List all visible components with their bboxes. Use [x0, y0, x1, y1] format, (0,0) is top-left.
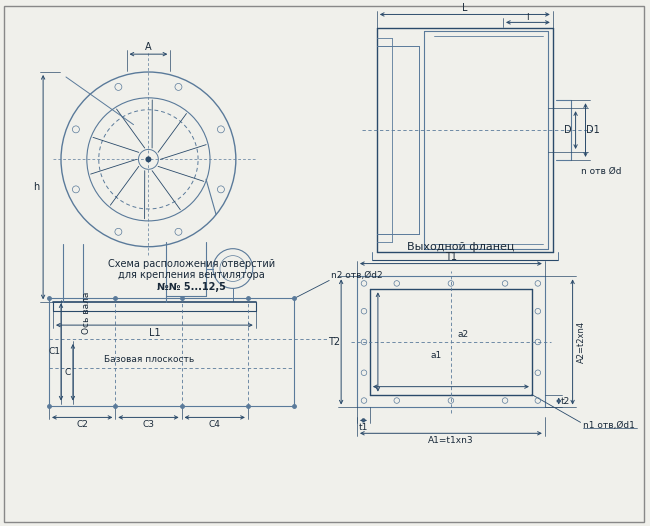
- Text: Ось вала: Ось вала: [83, 292, 91, 334]
- Text: для крепления вентилятора: для крепления вентилятора: [118, 270, 265, 280]
- Text: l: l: [526, 13, 529, 22]
- Text: T1: T1: [445, 251, 457, 261]
- Text: C2: C2: [76, 420, 88, 429]
- Text: C4: C4: [209, 420, 220, 429]
- Text: A1=t1xn3: A1=t1xn3: [428, 436, 474, 445]
- Text: C3: C3: [142, 420, 155, 429]
- Text: n1 отв,Ød1: n1 отв,Ød1: [582, 421, 634, 430]
- Text: n отв Ød: n отв Ød: [580, 167, 621, 176]
- Text: t2: t2: [561, 397, 570, 406]
- Text: C1: C1: [48, 347, 60, 357]
- Text: C: C: [65, 368, 71, 377]
- Text: L: L: [462, 3, 467, 13]
- Text: T2: T2: [328, 337, 340, 347]
- Text: t1: t1: [359, 423, 368, 432]
- Text: D: D: [564, 125, 571, 135]
- Text: n2 отв,Ød2: n2 отв,Ød2: [332, 271, 383, 280]
- Text: A2=t2xn4: A2=t2xn4: [577, 321, 586, 363]
- Text: Схема расположения отверстий: Схема расположения отверстий: [108, 259, 275, 269]
- Text: L1: L1: [149, 328, 160, 338]
- Text: a2: a2: [457, 330, 469, 339]
- Text: A: A: [145, 42, 151, 52]
- Text: a1: a1: [430, 351, 441, 360]
- Text: Базовая плоскость: Базовая плоскость: [104, 355, 194, 364]
- Text: D1: D1: [586, 125, 599, 135]
- Text: №№ 5...12,5: №№ 5...12,5: [157, 282, 226, 292]
- Circle shape: [146, 156, 151, 163]
- Text: h: h: [33, 182, 39, 192]
- Text: Выходной фланец: Выходной фланец: [407, 242, 515, 252]
